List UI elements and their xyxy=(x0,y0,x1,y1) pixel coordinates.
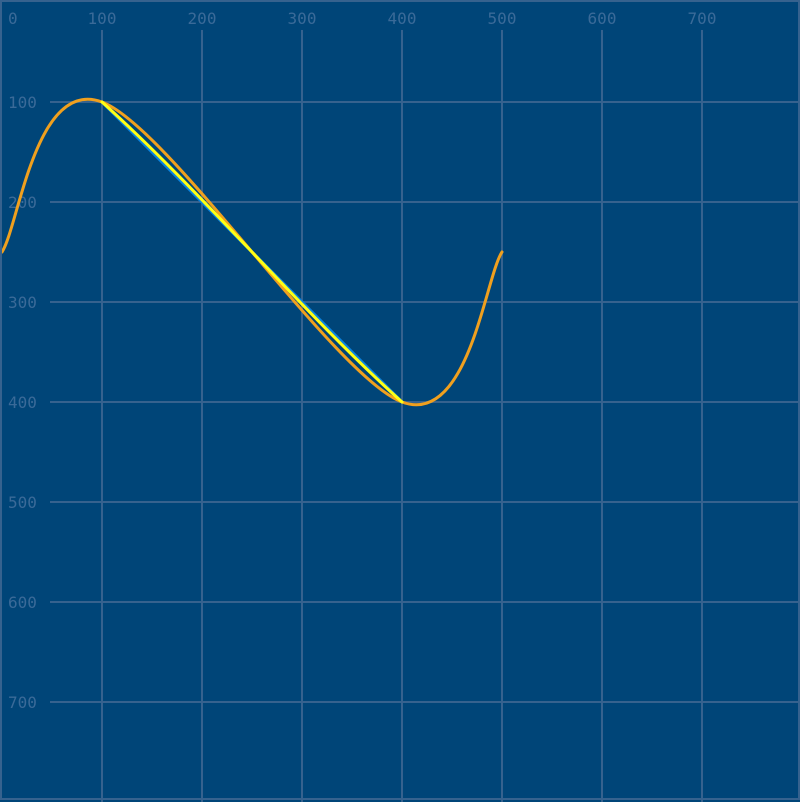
y-tick-label-500: 500 xyxy=(8,493,37,512)
y-tick-label-200: 200 xyxy=(8,193,37,212)
x-tick-label-300: 300 xyxy=(288,9,317,28)
x-tick-label-700: 700 xyxy=(688,9,717,28)
x-tick-label-0: 0 xyxy=(8,9,18,28)
y-tick-label-100: 100 xyxy=(8,93,37,112)
x-tick-label-500: 500 xyxy=(488,9,517,28)
y-tick-label-600: 600 xyxy=(8,593,37,612)
x-tick-label-200: 200 xyxy=(188,9,217,28)
y-tick-label-300: 300 xyxy=(8,293,37,312)
y-tick-label-700: 700 xyxy=(8,693,37,712)
curve-bezier-2 xyxy=(100,100,404,404)
y-tick-label-400: 400 xyxy=(8,393,37,412)
x-tick-label-100: 100 xyxy=(88,9,117,28)
x-tick-label-400: 400 xyxy=(388,9,417,28)
x-tick-label-600: 600 xyxy=(588,9,617,28)
